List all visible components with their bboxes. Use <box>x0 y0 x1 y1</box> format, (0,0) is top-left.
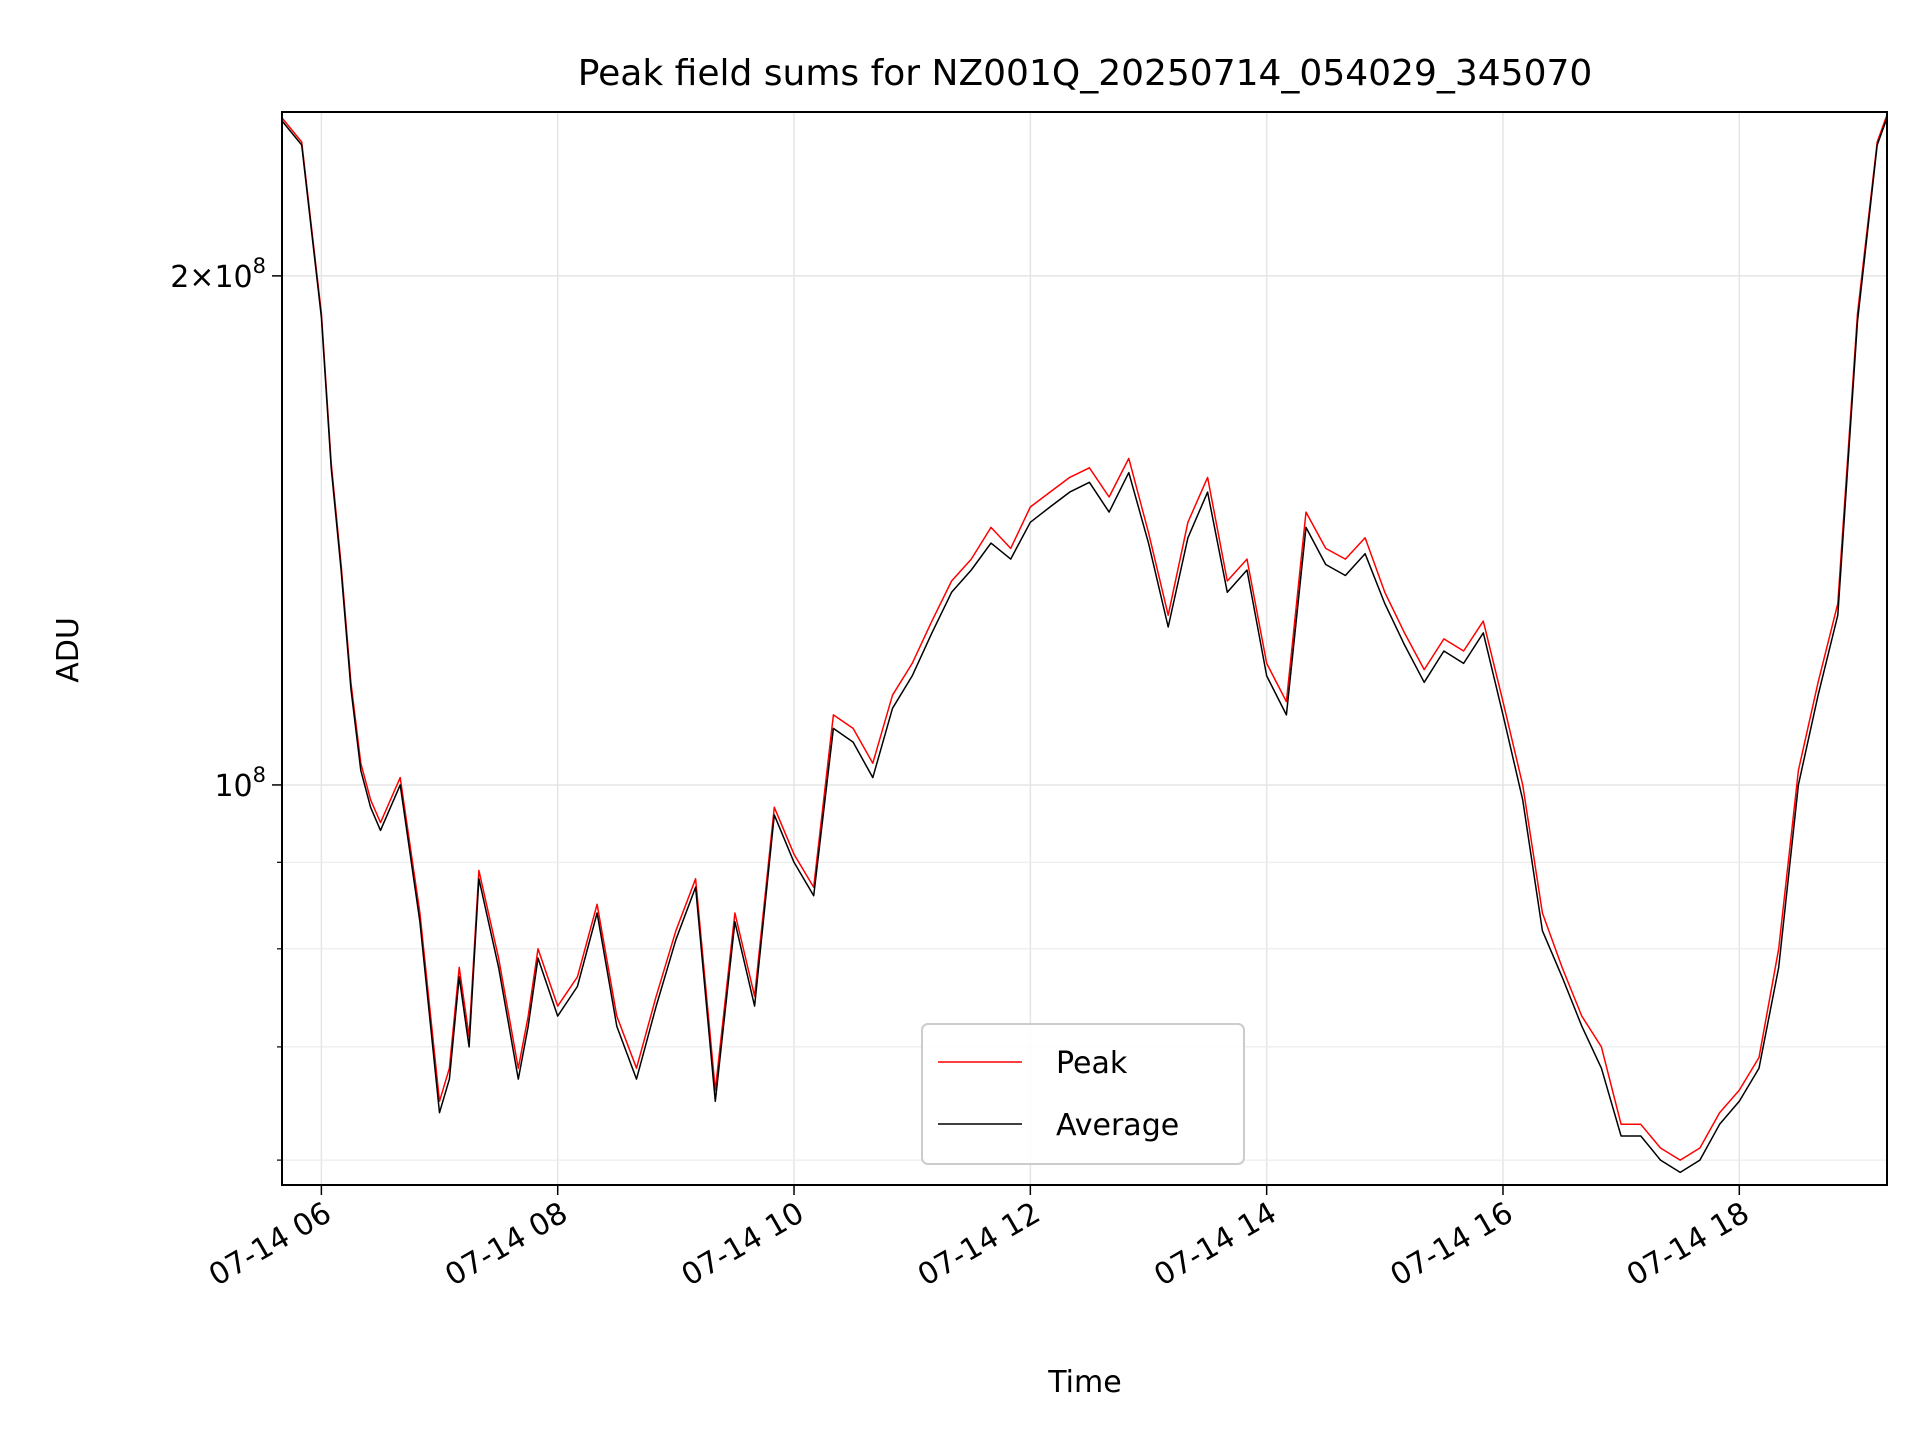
x-axis-label: Time <box>1047 1365 1121 1400</box>
legend[interactable]: Peak Average <box>921 1023 1245 1165</box>
y-axis-label: ADU <box>51 617 86 683</box>
chart-title: Peak field sums for NZ001Q_20250714_0540… <box>578 53 1593 94</box>
y-tick-label: 108 <box>214 763 266 804</box>
y-tick-label: 2×108 <box>170 254 266 295</box>
legend-box <box>921 1023 1245 1165</box>
series-line-average <box>281 117 1888 1174</box>
legend-label-average: Average <box>1056 1108 1179 1143</box>
plot-area-frame <box>281 111 1888 1186</box>
series-lines <box>281 114 1888 1174</box>
legend-label-peak: Peak <box>1056 1046 1128 1081</box>
